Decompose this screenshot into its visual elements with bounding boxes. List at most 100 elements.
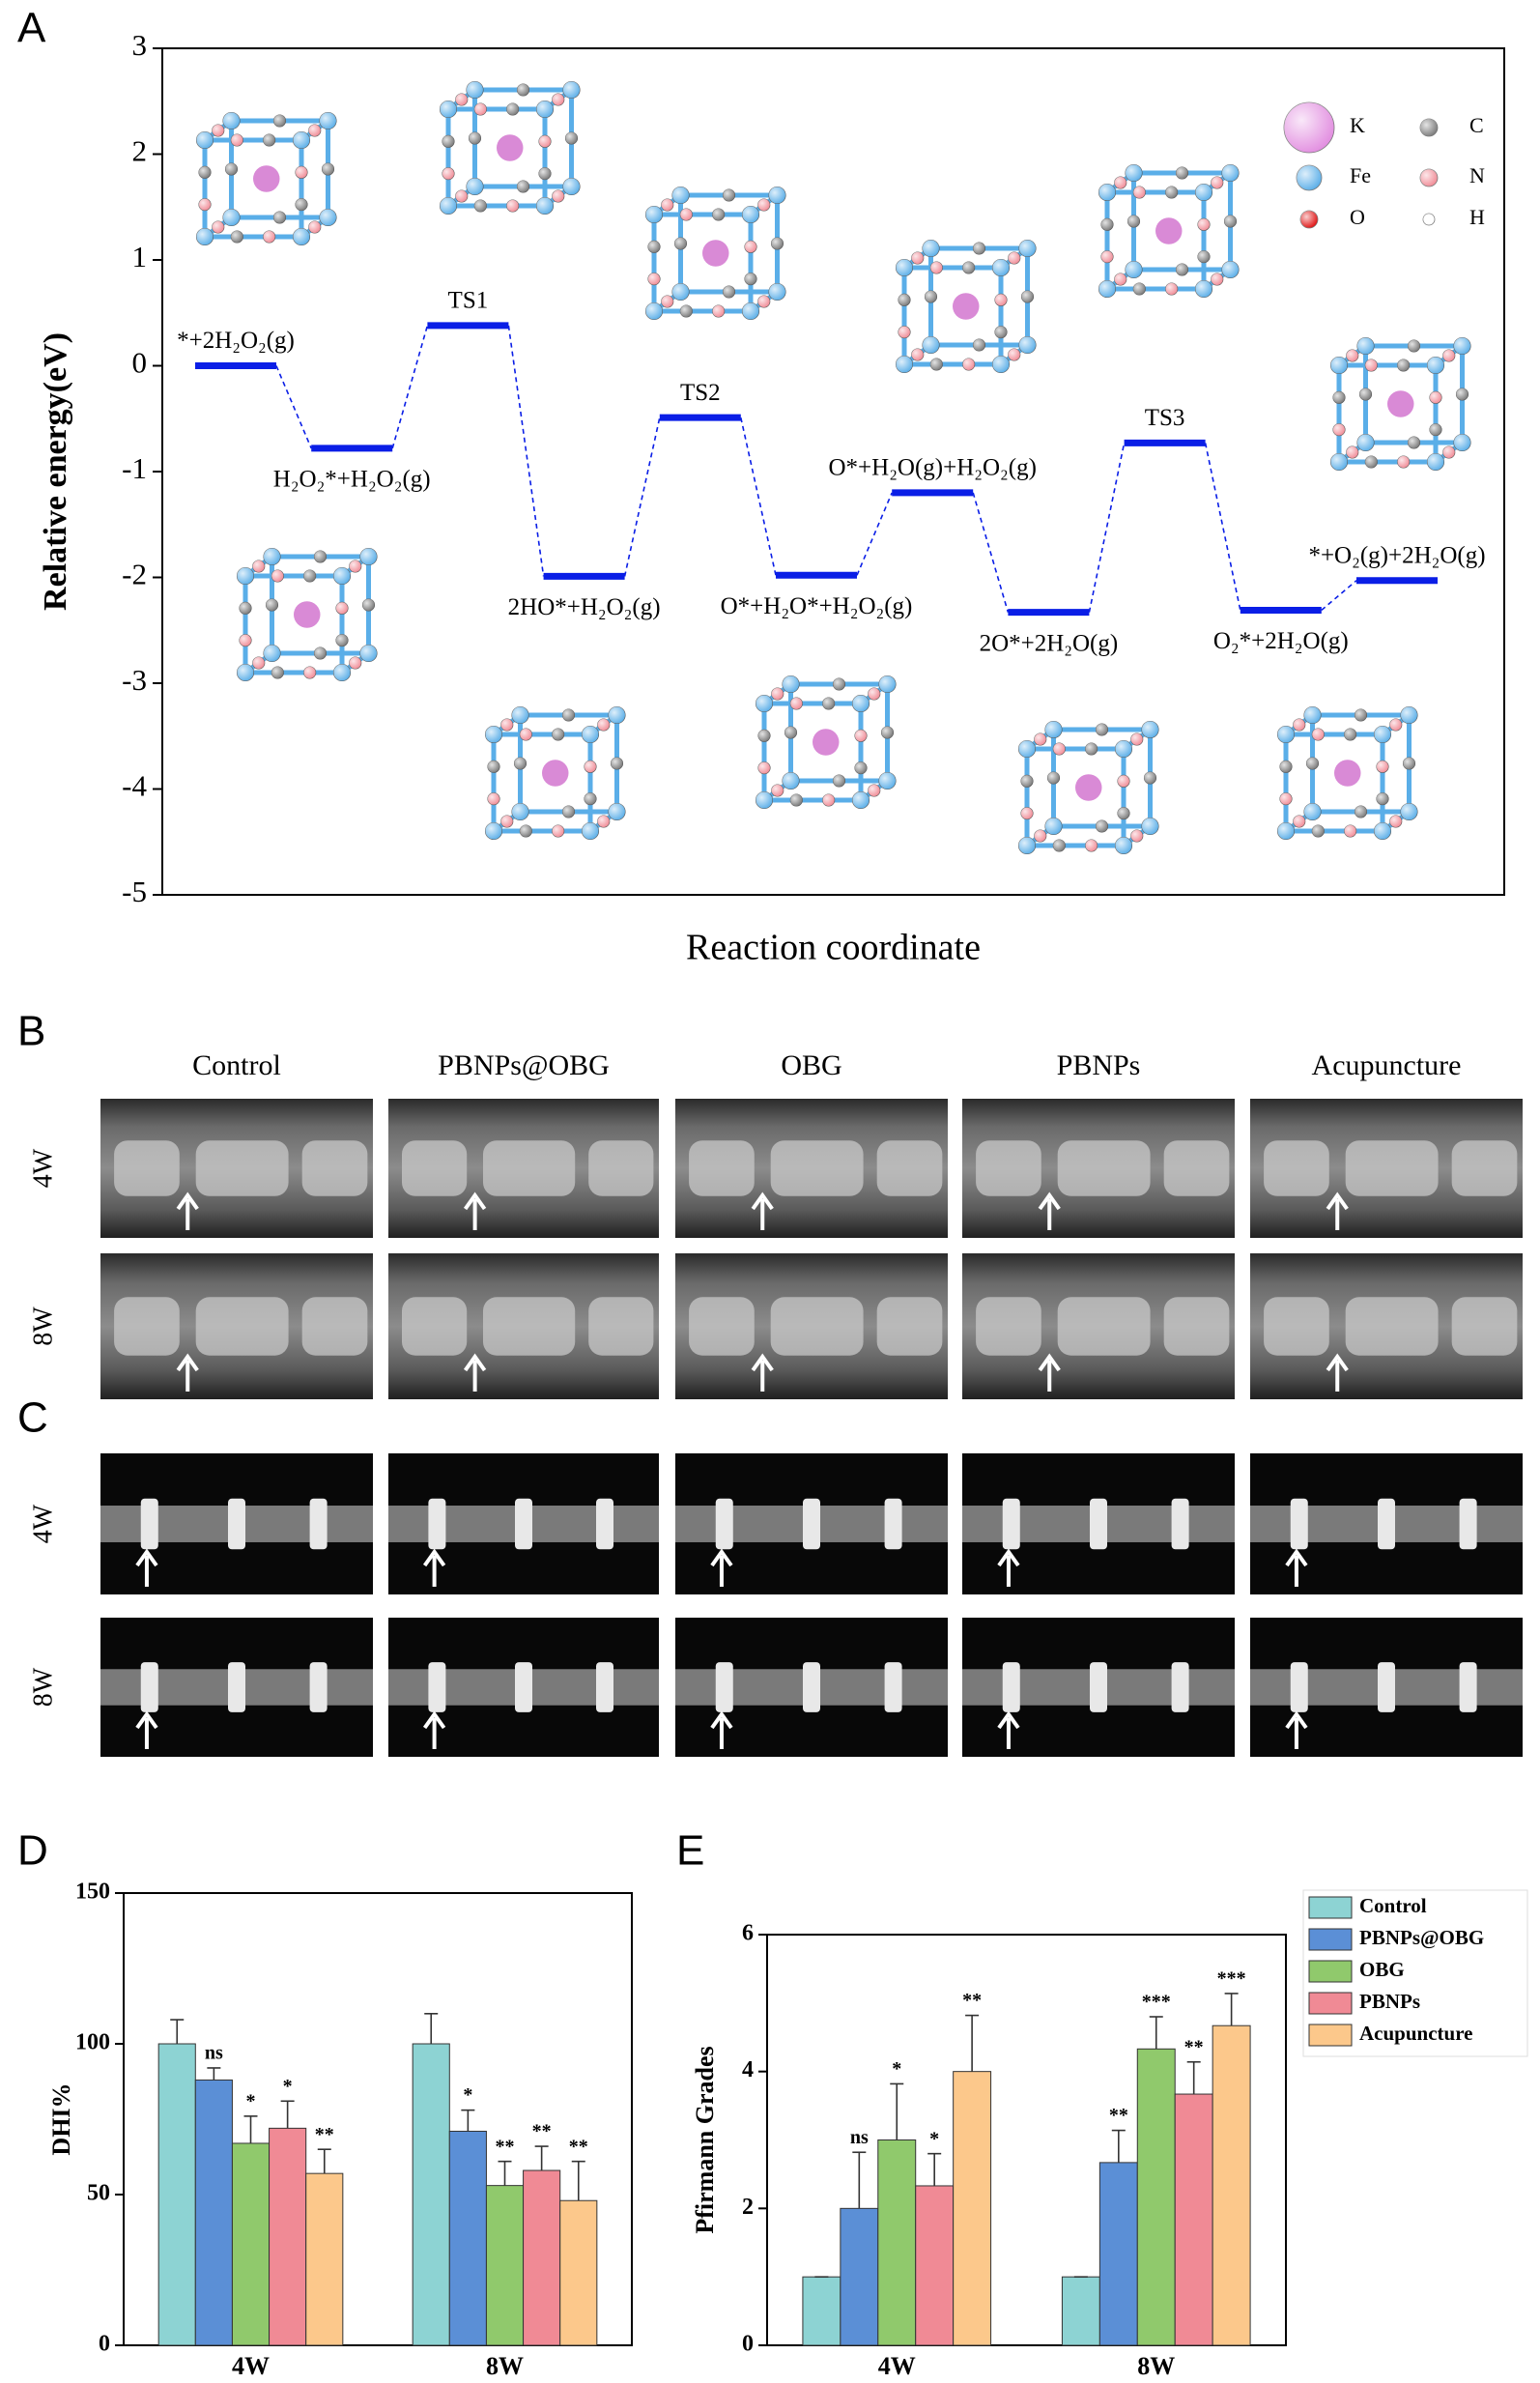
arrow-head — [751, 1192, 774, 1211]
error-bar — [890, 2082, 904, 2140]
bar — [802, 2276, 841, 2346]
atom-shine — [308, 124, 321, 137]
atom-shine — [1303, 706, 1322, 724]
atom — [1387, 390, 1414, 417]
level-label: O₂*+2H₂O(g) — [1213, 628, 1349, 654]
y-tick-label: 0 — [99, 2332, 110, 2357]
atom-shine — [723, 285, 735, 299]
atom-shine — [930, 261, 943, 274]
atom-shine — [485, 822, 502, 840]
atom-shine — [1306, 757, 1319, 770]
atom-shine — [1008, 348, 1020, 361]
significance-label: * — [283, 2076, 293, 2097]
structure — [1098, 163, 1240, 299]
atom-shine — [1176, 263, 1188, 276]
atom-shine — [742, 302, 759, 320]
connector — [740, 416, 777, 576]
disc — [1290, 1662, 1308, 1712]
error-bar — [424, 2013, 439, 2044]
structure — [236, 547, 378, 682]
atom-shine — [474, 199, 487, 213]
atom-shine — [1133, 282, 1146, 296]
level-label: *+2H₂O₂(g) — [177, 328, 295, 354]
atom-shine — [1453, 337, 1471, 355]
bar — [1174, 2093, 1213, 2346]
atom-shine — [833, 774, 845, 788]
atom-shine — [771, 784, 784, 797]
y-axis-title: DHI% — [47, 2082, 75, 2155]
atom-shine — [1221, 164, 1240, 182]
atom-shine — [896, 356, 913, 373]
atom-shine — [854, 730, 868, 742]
atom-shine — [1008, 251, 1020, 265]
atom-shine — [771, 237, 784, 250]
y-tick-label: 0 — [742, 2332, 754, 2357]
plot-frame — [766, 1934, 1287, 2346]
legend-label: C — [1469, 113, 1484, 137]
atom-shine — [1279, 761, 1293, 773]
structure — [1276, 705, 1418, 841]
atom-shine — [962, 261, 975, 274]
atom-shine — [273, 211, 286, 224]
atom-shine — [611, 757, 623, 770]
vertebra — [1451, 1140, 1518, 1196]
atom-shine — [565, 131, 578, 145]
atom-shine — [1397, 359, 1410, 372]
atom-shine — [1442, 445, 1455, 459]
atom — [294, 601, 321, 628]
atom-shine — [661, 198, 673, 212]
structure — [1017, 720, 1159, 855]
atom-shine — [645, 206, 663, 223]
vertebra — [402, 1297, 468, 1356]
disc — [140, 1498, 158, 1550]
atom-shine — [1374, 726, 1391, 743]
atom-shine — [1312, 824, 1325, 838]
atom-shine — [1344, 824, 1356, 838]
atom-shine — [1098, 280, 1116, 298]
vertebra — [483, 1297, 576, 1356]
bar — [231, 2142, 271, 2346]
atom-shine — [1117, 807, 1130, 819]
atom-shine — [1125, 261, 1143, 278]
atom-shine — [597, 718, 610, 732]
atom-shine — [225, 162, 238, 176]
disc — [1090, 1498, 1107, 1550]
atom-shine — [744, 241, 757, 253]
atom-shine — [868, 784, 880, 797]
atom-shine — [333, 664, 351, 681]
atom-shine — [768, 187, 786, 204]
legend-label: OBG — [1359, 1958, 1405, 1981]
atom-shine — [922, 336, 940, 354]
vertebra — [1345, 1140, 1439, 1196]
atom-shine — [562, 708, 575, 722]
atom-shine — [1133, 186, 1146, 199]
arrow-head — [1326, 1192, 1349, 1211]
atom-shine — [1114, 273, 1126, 286]
legend-swatch — [1308, 1928, 1353, 1951]
atom-shine — [608, 803, 626, 820]
arrow-head — [463, 1192, 487, 1211]
atom-shine — [466, 81, 484, 99]
atom-shine — [303, 569, 316, 583]
arrow-head — [997, 1710, 1020, 1730]
disc — [1002, 1662, 1020, 1712]
significance-label: ** — [1184, 2036, 1204, 2057]
atom-shine — [1115, 740, 1132, 758]
atom-shine — [314, 550, 327, 563]
atom-shine — [881, 726, 894, 739]
atom-shine — [1047, 771, 1060, 785]
y-tick-label: 50 — [87, 2181, 110, 2206]
atom-shine — [506, 102, 519, 116]
atom-shine — [1453, 434, 1471, 451]
disc — [884, 1662, 902, 1712]
atom-shine — [1100, 250, 1114, 263]
atom-shine — [514, 757, 527, 770]
atom-shine — [1332, 423, 1346, 436]
y-tick-label: 150 — [75, 1880, 110, 1905]
atom-shine — [582, 822, 599, 840]
atom-shine — [898, 294, 911, 306]
atom-shine — [359, 645, 378, 662]
vertebra — [770, 1297, 864, 1356]
y-tick-label: -1 — [122, 451, 147, 485]
arrow-head — [176, 1192, 199, 1211]
